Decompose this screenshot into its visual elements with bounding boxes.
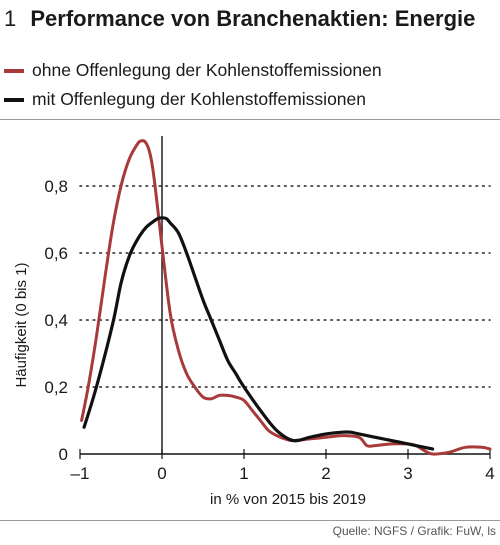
y-tick-label-4: 0,8 — [44, 177, 68, 196]
x-tick-label-5: 4 — [485, 464, 494, 483]
x-tick-label-0: –1 — [71, 464, 90, 483]
legend-item-ohne: ohne Offenlegung der Kohlenstoffemission… — [4, 56, 382, 85]
figure-number: 1 — [4, 6, 17, 31]
source-credit: Quelle: NGFS / Grafik: FuW, ls — [332, 524, 496, 538]
legend-label-ohne: ohne Offenlegung der Kohlenstoffemission… — [32, 60, 382, 80]
y-axis-label: Häufigkeit (0 bis 1) — [13, 262, 30, 387]
chart-title-row: 1 Performance von Branchenaktien: Energi… — [4, 6, 475, 32]
chart-legend: ohne Offenlegung der Kohlenstoffemission… — [4, 56, 382, 114]
grid-lines — [79, 185, 491, 388]
x-tick-label-3: 2 — [321, 464, 330, 483]
x-tick-label-2: 1 — [239, 464, 248, 483]
y-tick-label-2: 0,4 — [44, 311, 68, 330]
legend-swatch-mit — [4, 97, 24, 102]
chart-title: Performance von Branchenaktien: Energie — [30, 6, 476, 31]
y-tick-label-1: 0,2 — [44, 378, 68, 397]
series-line-mit-offenlegung — [82, 216, 435, 451]
x-tick-label-1: 0 — [157, 464, 166, 483]
chart-plot: –1 0 1 2 3 400,20,40,60,8 Häufigkeit (0 bis 1… — [13, 136, 495, 508]
legend-label-mit: mit Offenlegung der Kohlenstoffemissione… — [32, 89, 367, 109]
series-lines — [80, 139, 492, 456]
legend-swatch-ohne — [4, 68, 24, 73]
series-line-ohne-offenlegung — [80, 139, 492, 456]
x-axis-label: in % von 2015 bis 2019 — [210, 491, 366, 508]
chart-frame: –1 0 1 2 3 4 0 0,2 0,4 0,6 0,8 Häufigkeit (0 bis 1… — [0, 119, 500, 521]
y-tick-label-0: 0 — [59, 445, 68, 464]
x-tick-label-4: 3 — [403, 464, 412, 483]
tick-labels: –1 0 1 2 3 400,20,40,60,8 — [44, 177, 494, 483]
legend-item-mit: mit Offenlegung der Kohlenstoffemissione… — [4, 85, 382, 114]
y-tick-label-3: 0,6 — [44, 244, 68, 263]
axes — [79, 136, 491, 459]
